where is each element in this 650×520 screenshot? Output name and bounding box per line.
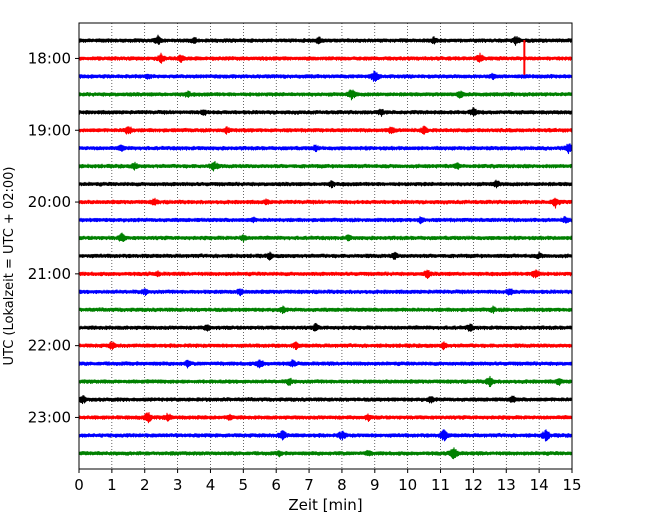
- seismogram-trace-2300: [78, 411, 573, 424]
- x-tick-label: 15: [562, 476, 581, 494]
- plot-frame: [78, 22, 573, 470]
- seismogram-trace-1945: [78, 179, 573, 189]
- seismogram-trace-2015: [78, 215, 573, 225]
- x-tick-label: 2: [140, 476, 150, 494]
- x-axis-ticks: 0 1 2 3 4 5 6 7 8 9 10 11 12 13 14 15: [74, 469, 582, 494]
- x-tick-label: 12: [464, 476, 483, 494]
- seismogram-trace-2100: [78, 269, 573, 279]
- x-tick-label: 9: [370, 476, 380, 494]
- x-tick-label: 6: [271, 476, 281, 494]
- seismogram-trace-1915: [78, 143, 573, 155]
- x-tick-label: 0: [74, 476, 84, 494]
- seismogram-trace-2145: [78, 322, 573, 332]
- x-tick-label: 8: [337, 476, 347, 494]
- y-tick-label: 23:00: [28, 408, 71, 426]
- y-tick-label: 18:00: [28, 49, 71, 67]
- y-tick-label: 22:00: [28, 337, 71, 355]
- seismogram-trace-1815: [78, 70, 573, 82]
- x-tick-label: 7: [304, 476, 314, 494]
- seismogram-trace-2115: [78, 288, 573, 297]
- seismogram-trace-2230: [78, 375, 573, 388]
- seismogram-trace-2330: [78, 447, 573, 460]
- x-tick-label: 3: [173, 476, 183, 494]
- seismogram-trace-1800: [78, 52, 573, 64]
- x-tick-label: 5: [239, 476, 249, 494]
- seismogram-trace-1845: [78, 107, 573, 117]
- y-tick-label: 20:00: [28, 193, 71, 211]
- seismogram-trace-2215: [78, 359, 573, 369]
- seismogram-trace-1930: [78, 160, 573, 172]
- seismogram-traces: [78, 34, 573, 460]
- seismogram-trace-1830: [78, 89, 573, 101]
- seismogram-trace-2315: [78, 429, 573, 442]
- x-tick-label: 11: [431, 476, 450, 494]
- y-axis-label: UTC (Lokalzeit = UTC + 02:00): [2, 167, 17, 366]
- seismogram-trace-2200: [78, 341, 573, 351]
- x-axis-label: Zeit [min]: [288, 496, 362, 514]
- y-axis-ticks: 18:00 19:00 20:00 21:00 22:00 23:00: [28, 49, 79, 426]
- y-tick-label: 19:00: [28, 121, 71, 139]
- x-tick-label: 1: [107, 476, 117, 494]
- seismogram-trace-2000: [78, 197, 573, 209]
- seismogram-trace-2245: [78, 395, 573, 405]
- x-tick-label: 13: [497, 476, 516, 494]
- seismogram-trace-2130: [78, 305, 573, 315]
- seismogram-trace-2045: [78, 251, 573, 261]
- seismogram-trace-1745: [78, 34, 573, 46]
- grid-lines: [111, 23, 540, 469]
- x-tick-label: 10: [398, 476, 417, 494]
- seismogram-trace-1900: [78, 125, 573, 135]
- seismogram-trace-2030: [78, 232, 573, 243]
- y-tick-label: 21:00: [28, 265, 71, 283]
- x-tick-label: 4: [206, 476, 216, 494]
- x-tick-label: 14: [530, 476, 549, 494]
